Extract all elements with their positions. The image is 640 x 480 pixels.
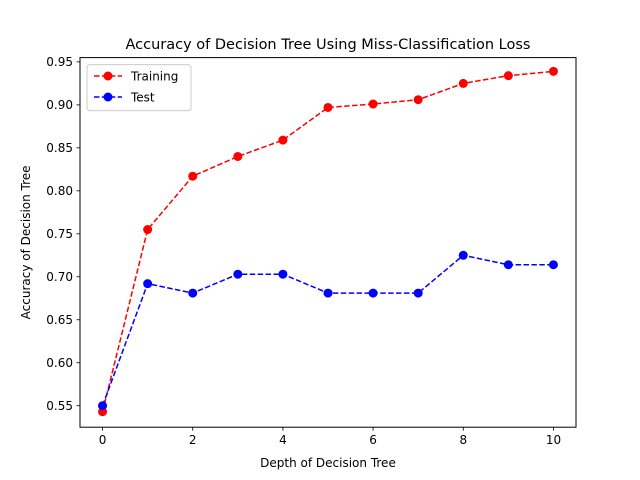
legend-label-training: Training	[130, 69, 178, 83]
y-tick-label: 0.60	[46, 356, 73, 370]
data-point-test	[413, 288, 423, 298]
data-point-test	[458, 250, 468, 260]
data-point-training	[323, 102, 333, 112]
x-tick-label: 4	[279, 433, 287, 447]
data-point-training	[503, 71, 513, 81]
series-line-training	[101, 70, 554, 412]
y-tick-label: 0.75	[46, 227, 73, 241]
y-tick-label: 0.90	[46, 98, 73, 112]
data-point-training	[233, 151, 243, 161]
data-point-training	[368, 99, 378, 109]
x-tick-label: 10	[546, 433, 561, 447]
data-point-test	[188, 288, 198, 298]
chart-title: Accuracy of Decision Tree Using Miss-Cla…	[126, 37, 531, 53]
x-tick-label: 6	[369, 433, 377, 447]
y-tick-label: 0.55	[46, 399, 73, 413]
data-point-test	[548, 260, 558, 270]
y-tick-label: 0.65	[46, 313, 73, 327]
x-axis: 0 2 4 6 8 10	[99, 427, 561, 447]
y-tick-label: 0.95	[46, 55, 73, 69]
data-point-training	[413, 95, 423, 105]
data-point-test	[278, 269, 288, 279]
x-tick-label: 0	[99, 433, 107, 447]
legend: Training Test	[86, 64, 192, 112]
data-point-test	[233, 269, 243, 279]
data-point-test	[323, 288, 333, 298]
legend-label-test: Test	[130, 90, 155, 104]
y-axis: 0.55 0.60 0.65 0.70 0.75 0.80 0.85 0.90 0.95	[46, 55, 80, 413]
legend-marker-test	[103, 92, 113, 102]
plot-frame	[79, 57, 577, 428]
series-layer	[98, 66, 558, 417]
x-tick-label: 2	[189, 433, 197, 447]
data-point-test	[503, 260, 513, 270]
data-point-test	[368, 288, 378, 298]
x-axis-label: Depth of Decision Tree	[260, 456, 396, 470]
data-point-test	[143, 279, 153, 289]
data-point-training	[548, 66, 558, 76]
y-axis-label: Accuracy of Decision Tree	[19, 165, 33, 319]
y-tick-label: 0.85	[46, 141, 73, 155]
data-point-test	[98, 401, 108, 411]
x-tick-label: 8	[459, 433, 467, 447]
y-tick-label: 0.70	[46, 270, 73, 284]
y-tick-label: 0.80	[46, 184, 73, 198]
legend-marker-training	[103, 71, 113, 81]
data-point-training	[188, 171, 198, 181]
data-point-training	[143, 225, 153, 235]
data-point-training	[458, 78, 468, 88]
data-point-training	[278, 135, 288, 145]
